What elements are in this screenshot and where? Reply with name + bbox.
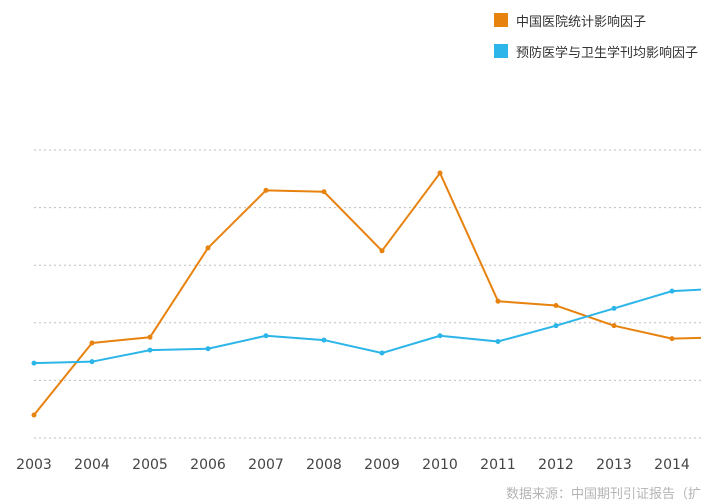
data-point-0-2003[interactable] (32, 412, 37, 417)
data-point-1-2007[interactable] (264, 333, 269, 338)
grid (34, 150, 701, 438)
x-axis-ticks: 2003 2004 2005 2006 2007 2008 2009 2010 2011 2012… (16, 457, 701, 473)
data-point-0-2004[interactable] (90, 340, 95, 345)
data-point-0-2013[interactable] (612, 323, 617, 328)
data-point-0-2014[interactable] (670, 336, 675, 341)
data-point-1-2005[interactable] (148, 348, 153, 353)
legend-item-average[interactable]: 预防医学与卫生学刊均影响因子 (494, 41, 698, 61)
x-tick-label-2006: 2006 (190, 457, 226, 473)
data-point-1-2004[interactable] (90, 359, 95, 364)
data-point-1-2003[interactable] (32, 361, 37, 366)
series-line-1 (34, 288, 701, 363)
data-point-0-2007[interactable] (264, 188, 269, 193)
legend-swatch-hospital (494, 13, 508, 27)
x-tick-label-2012: 2012 (538, 457, 574, 473)
x-tick-label-2010: 2010 (422, 457, 458, 473)
x-tick-label-2005: 2005 (132, 457, 168, 473)
data-source-note: 数据来源：中国期刊引证报告（扩 (441, 483, 701, 502)
data-point-1-2009[interactable] (380, 351, 385, 356)
data-point-0-2006[interactable] (206, 245, 211, 250)
legend-swatch-average (494, 44, 508, 58)
legend-label-hospital: 中国医院统计影响因子 (516, 11, 646, 30)
legend-item-hospital[interactable]: 中国医院统计影响因子 (494, 10, 646, 30)
data-point-1-2006[interactable] (206, 346, 211, 351)
data-point-0-2011[interactable] (496, 299, 501, 304)
legend-label-average: 预防医学与卫生学刊均影响因子 (516, 42, 698, 61)
x-tick-label-2014: 2014 (654, 457, 690, 473)
x-tick-label-2003: 2003 (16, 457, 52, 473)
data-point-1-2008[interactable] (322, 338, 327, 343)
data-point-1-2010[interactable] (438, 333, 443, 338)
data-point-0-2005[interactable] (148, 335, 153, 340)
data-point-1-2012[interactable] (554, 323, 559, 328)
x-tick-label-2007: 2007 (248, 457, 284, 473)
data-point-0-2009[interactable] (380, 248, 385, 253)
x-tick-label-2008: 2008 (306, 457, 342, 473)
data-point-1-2014[interactable] (670, 289, 675, 294)
x-tick-label-2011: 2011 (480, 457, 516, 473)
series-1 (32, 286, 701, 366)
x-tick-label-2004: 2004 (74, 457, 110, 473)
x-tick-label-2009: 2009 (364, 457, 400, 473)
series-line-0 (34, 173, 701, 415)
data-point-1-2013[interactable] (612, 306, 617, 311)
data-point-0-2010[interactable] (438, 171, 443, 176)
data-point-0-2012[interactable] (554, 303, 559, 308)
data-point-1-2011[interactable] (496, 339, 501, 344)
x-tick-label-2013: 2013 (596, 457, 632, 473)
data-point-0-2008[interactable] (322, 189, 327, 194)
